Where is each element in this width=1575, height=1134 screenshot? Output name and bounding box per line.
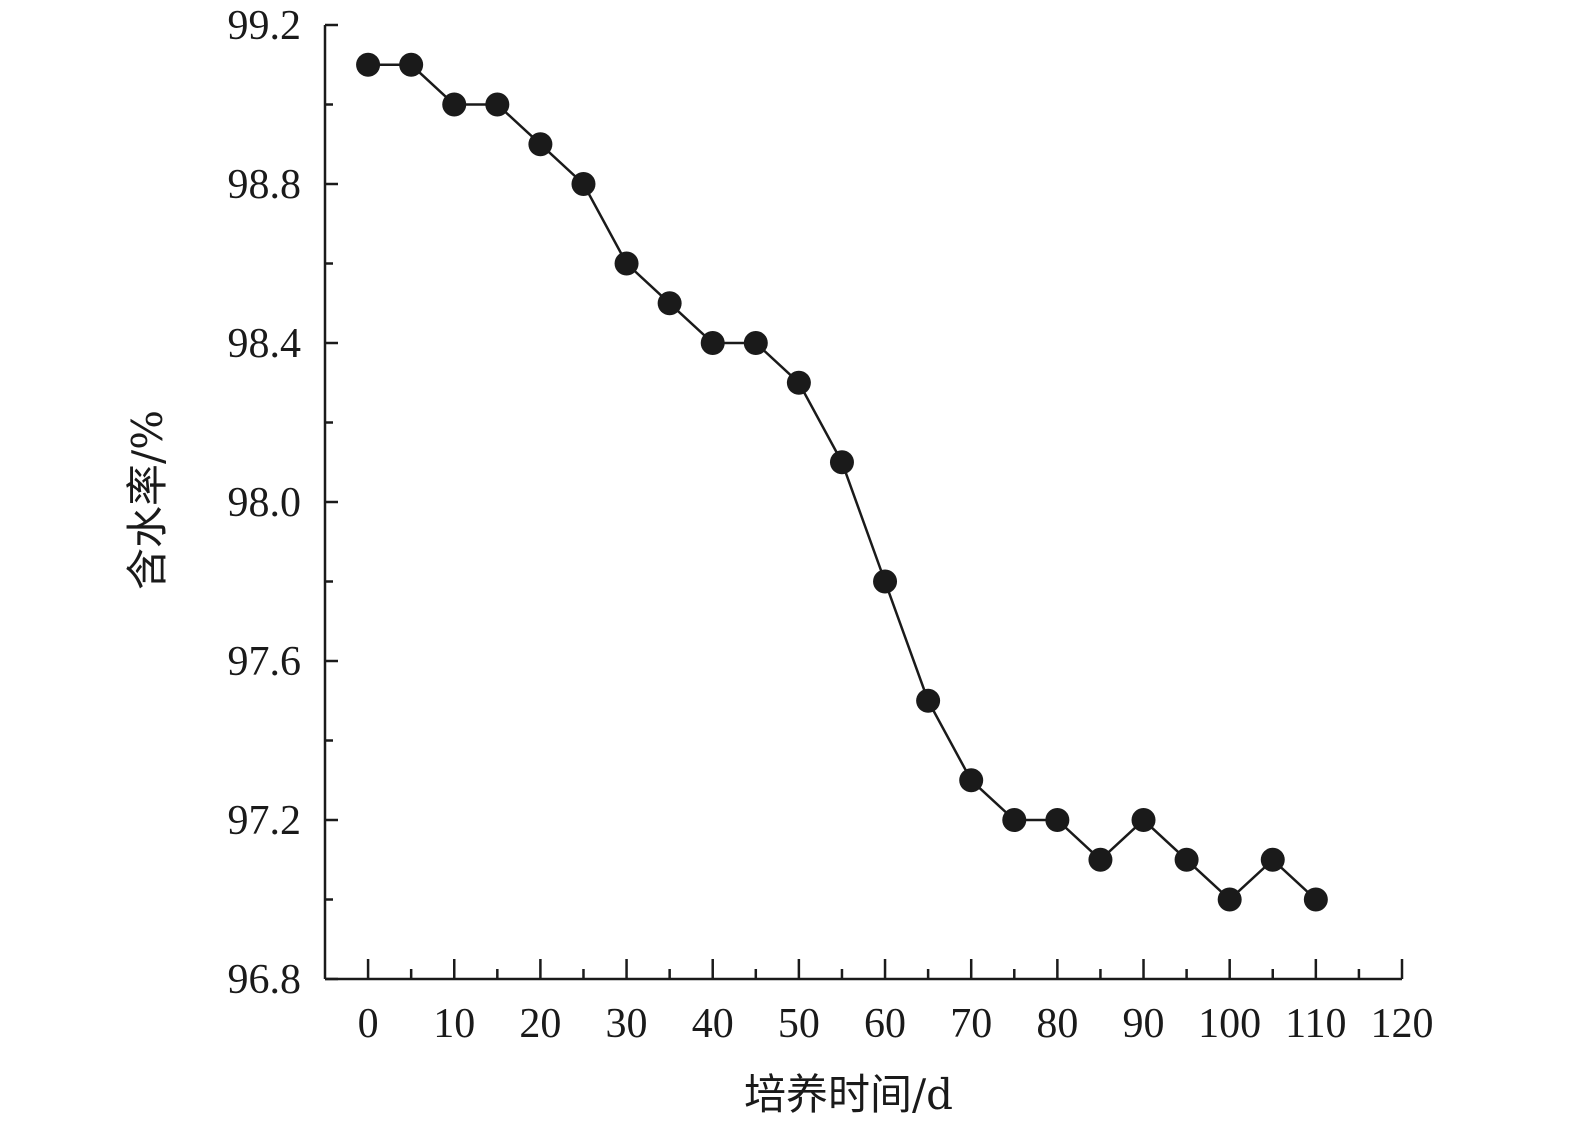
data-point (399, 52, 424, 77)
y-tick-label: 98.0 (228, 480, 302, 526)
x-tick-label: 60 (864, 1001, 906, 1047)
data-point (1303, 887, 1328, 912)
data-point (1217, 887, 1242, 912)
x-tick-label: 20 (519, 1001, 561, 1047)
data-point (743, 331, 768, 355)
data-point (1131, 808, 1156, 832)
x-tick-label: 90 (1123, 1001, 1165, 1047)
axes (323, 25, 1402, 981)
series-line (368, 63, 1317, 902)
y-tick-label: 96.8 (228, 957, 302, 1003)
x-tick-label: 80 (1036, 1001, 1078, 1047)
y-tick-label: 98.4 (228, 321, 302, 367)
data-point (657, 291, 682, 316)
data-point (571, 172, 596, 196)
x-tick-label: 30 (606, 1001, 648, 1047)
x-tick-label: 10 (433, 1001, 475, 1047)
x-tick-label: 0 (358, 1001, 379, 1047)
y-ticks: 96.8 97.2 97.6 98.0 98.4 98.8 99.2 (228, 3, 338, 1003)
x-tick-label: 110 (1285, 1001, 1346, 1047)
x-tick-label: 120 (1371, 1001, 1434, 1047)
series-layer (356, 52, 1328, 912)
data-point (916, 688, 941, 713)
data-point (1260, 847, 1285, 872)
data-point (873, 569, 898, 594)
data-point (528, 132, 553, 157)
x-axis-title: 培养时间/d (744, 1070, 953, 1119)
x-tick-label: 50 (778, 1001, 820, 1047)
data-point (614, 251, 639, 276)
data-point (1045, 808, 1070, 832)
data-point (829, 450, 854, 475)
data-point (1088, 847, 1113, 872)
data-point (442, 92, 467, 117)
y-axis-title: 含水率/% (123, 410, 172, 590)
data-point (356, 52, 381, 77)
y-tick-label: 97.2 (228, 798, 302, 844)
data-point (786, 370, 811, 395)
y-tick-label: 97.6 (228, 639, 302, 685)
x-tick-label: 100 (1198, 1001, 1261, 1047)
data-point (1002, 808, 1027, 832)
y-tick-label: 98.8 (228, 162, 302, 208)
data-point (1174, 847, 1199, 872)
data-point (485, 92, 510, 117)
data-point (959, 768, 984, 793)
x-tick-label: 40 (692, 1001, 734, 1047)
x-tick-label: 70 (950, 1001, 992, 1047)
data-point (700, 331, 725, 355)
y-tick-label: 99.2 (228, 3, 302, 49)
x-ticks: 0 10 20 30 40 50 60 70 80 90 100 110 120 (358, 959, 1434, 1047)
